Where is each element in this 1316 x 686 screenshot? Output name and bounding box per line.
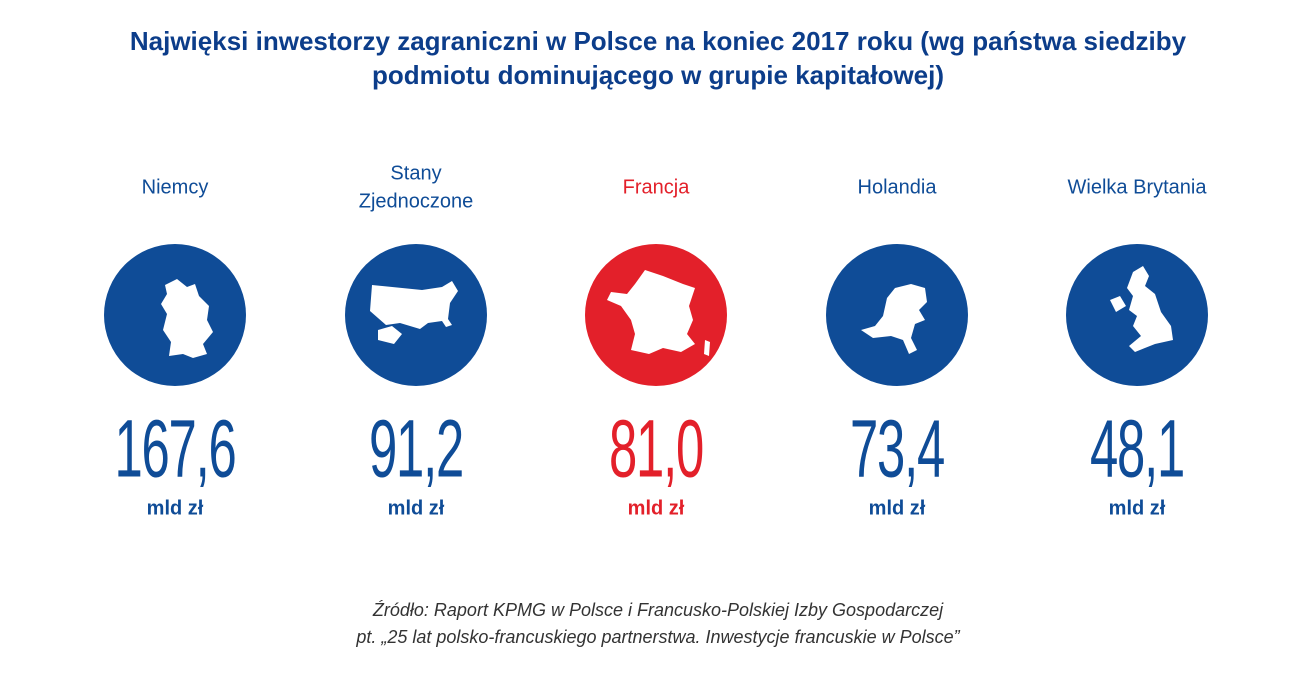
source: Źródło: Raport KPMG w Polsce i Francusko… bbox=[372, 600, 944, 620]
country-name: Francja bbox=[623, 176, 691, 198]
country-name: Niemcy bbox=[142, 176, 209, 198]
country-name: Holandia bbox=[858, 176, 938, 198]
title: Najwięksi inwestorzy zagraniczni w Polsc… bbox=[130, 26, 1187, 56]
unit: mld zł bbox=[869, 497, 926, 519]
map-shapes bbox=[161, 266, 1173, 358]
value: 167,6 bbox=[114, 403, 235, 494]
source: pt. „25 lat polsko-francuskiego partners… bbox=[355, 627, 960, 647]
value: 81,0 bbox=[609, 403, 703, 494]
france-shape bbox=[607, 270, 710, 356]
value: 48,1 bbox=[1090, 403, 1184, 494]
uk-shape bbox=[1110, 266, 1173, 352]
germany-shape bbox=[161, 279, 213, 358]
value: 73,4 bbox=[850, 403, 944, 494]
unit: mld zł bbox=[147, 497, 204, 519]
country-name: Zjednoczone bbox=[359, 190, 474, 212]
value: 91,2 bbox=[369, 403, 463, 494]
country-name: Stany bbox=[390, 162, 441, 184]
netherlands-shape bbox=[861, 284, 927, 354]
unit: mld zł bbox=[1109, 497, 1166, 519]
title: podmiotu dominującego w grupie kapitałow… bbox=[372, 60, 944, 90]
country-name: Wielka Brytania bbox=[1068, 176, 1208, 198]
unit: mld zł bbox=[388, 497, 445, 519]
usa-shape bbox=[370, 281, 458, 344]
unit: mld zł bbox=[628, 497, 685, 519]
